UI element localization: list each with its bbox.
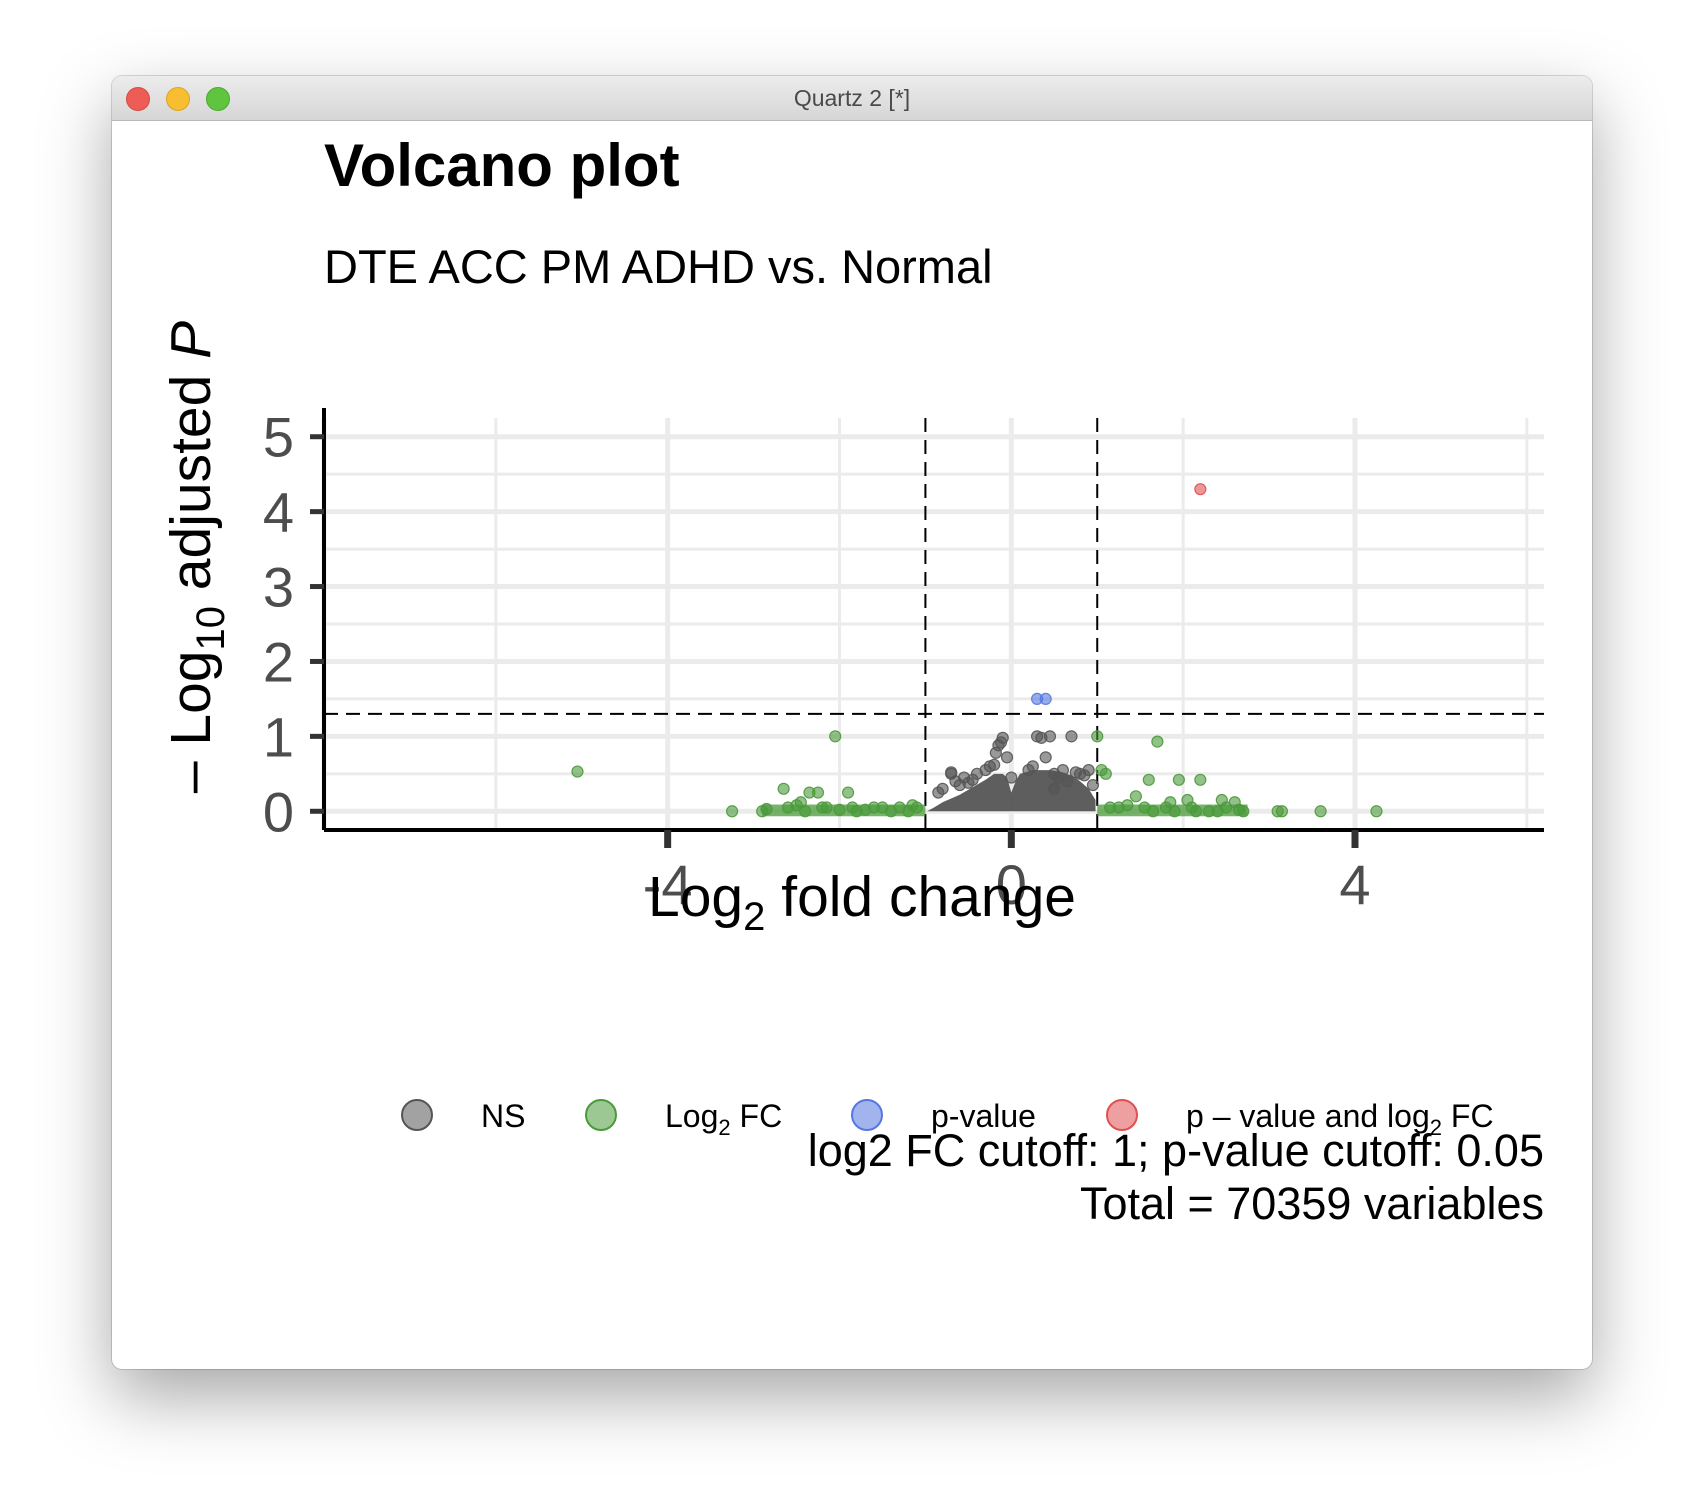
data-point xyxy=(1275,805,1289,818)
y-tick-label: 4 xyxy=(263,481,294,544)
data-point xyxy=(1086,778,1100,792)
chart-subtitle: DTE ACC PM ADHD vs. Normal xyxy=(324,240,993,293)
data-point xyxy=(1082,763,1095,777)
legend-item-pfc: p – value and log2 FC xyxy=(1106,1098,1494,1140)
data-point xyxy=(725,805,739,818)
data-point xyxy=(1168,805,1181,818)
title-bar[interactable]: Quartz 2 [*] xyxy=(112,76,1592,121)
minimize-button[interactable] xyxy=(166,87,190,111)
data-point xyxy=(1142,773,1155,786)
x-tick-label: 0 xyxy=(996,853,1027,916)
data-point xyxy=(1121,799,1134,812)
data-point xyxy=(1039,751,1052,764)
legend: NS Log2 FC p-value p – value and log2 FC xyxy=(401,1098,1494,1140)
data-point xyxy=(820,801,833,814)
legend-item-NS: NS xyxy=(401,1098,525,1134)
data-point xyxy=(996,731,1009,744)
data-point xyxy=(1099,767,1112,780)
caption-line-1: log2 FC cutoff: 1; p-value cutoff: 0.05 xyxy=(808,1125,1544,1176)
data-point xyxy=(932,786,945,799)
legend-marker xyxy=(1106,1099,1138,1131)
chart-title: Volcano plot xyxy=(324,132,680,199)
window-title: Quartz 2 [*] xyxy=(793,85,911,111)
y-tick-label: 0 xyxy=(263,780,294,843)
data-point xyxy=(1237,805,1250,818)
legend-marker xyxy=(851,1099,883,1131)
data-point xyxy=(1065,730,1078,743)
data-point xyxy=(1194,773,1207,786)
data-point xyxy=(1370,805,1383,818)
legend-label: p-value xyxy=(931,1098,1036,1134)
data-point xyxy=(799,805,812,818)
caption-line-2: Total = 70359 variables xyxy=(1080,1178,1544,1229)
x-tick-label: -4 xyxy=(643,853,693,916)
zoom-button[interactable] xyxy=(206,87,230,111)
data-point xyxy=(988,758,1001,771)
data-point xyxy=(910,801,923,814)
data-point xyxy=(1314,805,1327,818)
data-point xyxy=(571,765,584,778)
legend-marker xyxy=(585,1099,617,1131)
y-tick-label: 1 xyxy=(263,705,294,768)
legend-item-fc: Log2 FC xyxy=(585,1098,782,1140)
data-point xyxy=(1172,773,1185,786)
x-axis-label: Log2 fold change xyxy=(648,865,1076,939)
axes: 0 1 2 3 4 5 -4 0 4 xyxy=(263,406,1544,916)
data-point xyxy=(1129,790,1143,803)
grid-lines xyxy=(321,418,1544,830)
data-point xyxy=(1146,805,1160,818)
data-point xyxy=(777,782,790,795)
data-point xyxy=(1061,775,1074,788)
volcano-plot: 0 1 2 3 4 5 -4 0 4 Volcano plot DTE ACC PM ADHD … xyxy=(159,132,1544,1229)
data-point xyxy=(811,786,825,799)
x-tick-label: 4 xyxy=(1339,853,1370,916)
data-point xyxy=(1151,735,1164,748)
legend-label: NS xyxy=(481,1098,525,1134)
legend-label: Log2 FC xyxy=(665,1098,782,1140)
data-point xyxy=(1056,763,1069,777)
y-tick-label: 5 xyxy=(263,406,294,469)
y-tick-label: 3 xyxy=(263,556,294,619)
data-point xyxy=(841,786,855,799)
data-point xyxy=(833,803,846,816)
legend-marker xyxy=(401,1099,433,1131)
data-points xyxy=(571,483,1383,818)
y-axis-label: – Log10 adjusted P xyxy=(159,321,233,793)
data-point xyxy=(1043,730,1057,743)
cutoff-lines xyxy=(324,418,1544,830)
legend-item-p: p-value xyxy=(851,1098,1036,1134)
y-tick-label: 2 xyxy=(263,630,294,693)
close-button[interactable] xyxy=(126,87,150,111)
data-point xyxy=(1005,771,1018,784)
plot-window: Quartz 2 [*] 0 1 2 3 4 5 -4 0 4 Volcano plot DTE… xyxy=(112,76,1592,1369)
data-point xyxy=(1091,730,1104,743)
data-point xyxy=(1000,751,1014,764)
data-point xyxy=(1189,805,1203,818)
data-point xyxy=(829,730,842,743)
data-point xyxy=(1039,692,1052,706)
legend-label: p – value and log2 FC xyxy=(1186,1098,1494,1140)
data-point xyxy=(1194,483,1207,496)
data-point xyxy=(760,802,773,816)
data-point xyxy=(1026,760,1039,773)
data-point xyxy=(1048,782,1061,795)
